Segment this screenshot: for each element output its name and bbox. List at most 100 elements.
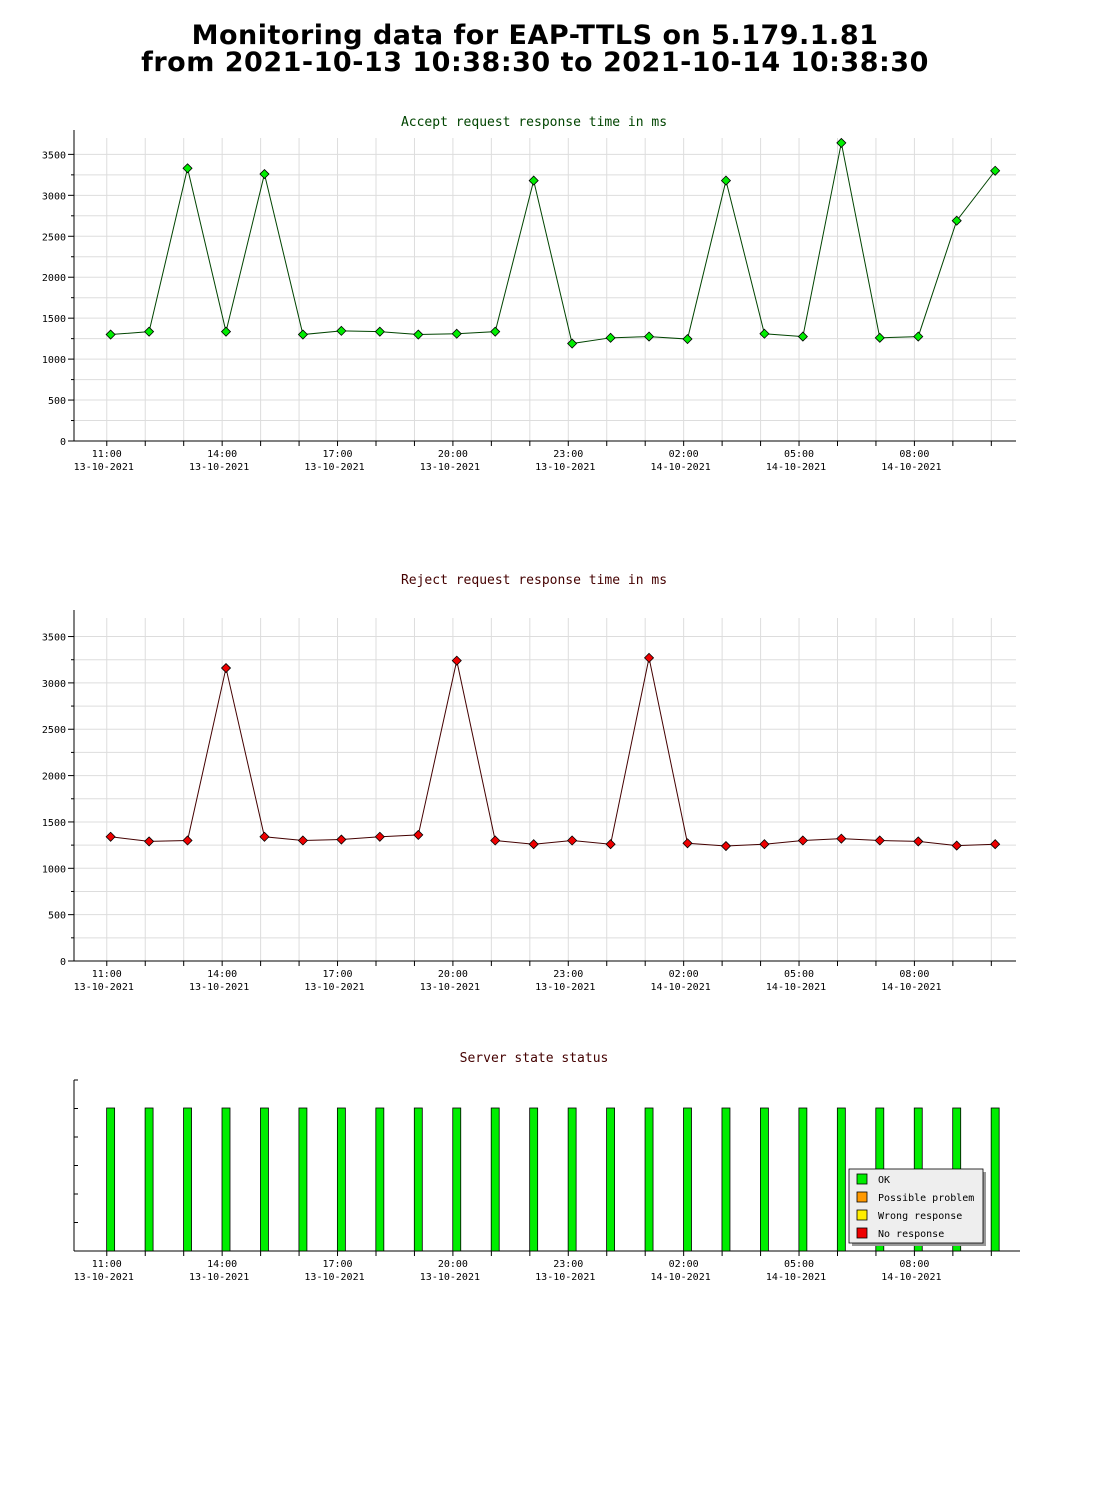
data-point <box>990 839 1001 850</box>
data-point <box>105 329 116 340</box>
y-tick-label: 3000 <box>42 679 66 690</box>
data-point <box>528 839 539 850</box>
x-tick-label-time: 14:00 <box>207 1259 237 1270</box>
chart-title: Server state status <box>460 1051 609 1066</box>
data-point <box>797 331 808 342</box>
x-tick-label-date: 13-10-2021 <box>189 982 249 993</box>
x-tick-label-date: 13-10-2021 <box>535 462 595 473</box>
legend-label: Possible problem <box>878 1193 974 1204</box>
data-point <box>797 835 808 846</box>
data-point <box>297 329 308 340</box>
accept-response-time-chart: Accept request response time in ms 0 500 10… <box>42 115 1016 473</box>
x-tick-label-time: 17:00 <box>322 449 352 460</box>
data-point <box>951 840 962 851</box>
x-tick-label-time: 02:00 <box>669 1259 699 1270</box>
y-tick-label: 500 <box>48 911 66 922</box>
data-point <box>682 838 693 849</box>
x-tick-label-time: 23:00 <box>553 449 583 460</box>
x-tick-label-time: 05:00 <box>784 969 814 980</box>
y-tick-label: 2000 <box>42 772 66 783</box>
legend-label: No response <box>878 1229 944 1240</box>
x-tick-label-time: 08:00 <box>899 1259 929 1270</box>
x-tick-label-date: 13-10-2021 <box>189 1272 249 1283</box>
y-tick-label: 2000 <box>42 273 66 284</box>
x-tick-label-time: 08:00 <box>899 449 929 460</box>
y-tick-label: 0 <box>60 437 66 448</box>
data-point <box>720 840 732 852</box>
legend-label: Wrong response <box>878 1211 962 1222</box>
x-tick-label-date: 14-10-2021 <box>651 462 711 473</box>
x-tick-label-time: 11:00 <box>92 1259 122 1270</box>
chart-title: Reject request response time in ms <box>401 573 667 588</box>
data-point <box>990 165 1001 176</box>
y-tick-label: 3500 <box>42 150 66 161</box>
y-tick-label: 0 <box>60 957 66 968</box>
x-tick-label-date: 13-10-2021 <box>304 982 364 993</box>
data-point <box>259 831 270 842</box>
status-bar <box>529 1107 539 1252</box>
x-tick-label-date: 14-10-2021 <box>881 1272 941 1283</box>
x-tick-label-time: 11:00 <box>92 969 122 980</box>
data-point <box>759 328 770 339</box>
legend-swatch <box>856 1173 868 1185</box>
data-point <box>643 652 655 663</box>
x-tick-label-date: 13-10-2021 <box>304 462 364 473</box>
data-point <box>874 332 885 343</box>
data-point <box>913 836 924 847</box>
data-point <box>297 835 308 846</box>
x-tick-label-date: 13-10-2021 <box>304 1272 364 1283</box>
y-tick-label: 2500 <box>42 232 66 243</box>
server-state-status-chart: Server state status 11:00 13-10-2021 14:00 1… <box>73 1051 1020 1283</box>
x-tick-label-date: 13-10-2021 <box>420 982 480 993</box>
x-tick-label-date: 13-10-2021 <box>74 1272 134 1283</box>
y-tick-label: 500 <box>48 396 66 407</box>
y-tick-label: 3000 <box>42 191 66 202</box>
x-tick-label-time: 02:00 <box>669 969 699 980</box>
x-tick-label-time: 23:00 <box>553 1259 583 1270</box>
x-tick-label-date: 13-10-2021 <box>189 462 249 473</box>
x-tick-label-date: 13-10-2021 <box>535 982 595 993</box>
x-tick-label-date: 14-10-2021 <box>766 1272 826 1283</box>
data-point <box>567 338 578 349</box>
status-bar <box>606 1107 615 1252</box>
data-point <box>682 333 693 345</box>
status-bar <box>836 1107 846 1252</box>
data-point <box>182 835 193 846</box>
data-point <box>643 331 655 342</box>
x-tick-label-date: 13-10-2021 <box>74 462 134 473</box>
data-point <box>874 835 885 846</box>
x-tick-label-time: 20:00 <box>438 449 468 460</box>
y-tick-label: 1500 <box>42 818 66 829</box>
legend-swatch <box>856 1209 868 1221</box>
data-point <box>374 326 385 337</box>
x-tick-label-date: 14-10-2021 <box>881 462 941 473</box>
y-tick-label: 3500 <box>42 633 66 644</box>
data-point <box>836 833 847 844</box>
data-point <box>220 326 232 337</box>
data-point <box>451 655 462 666</box>
chart-title: Accept request response time in ms <box>401 115 667 130</box>
y-tick-label: 1500 <box>42 314 66 325</box>
y-tick-label: 2500 <box>42 725 66 736</box>
legend <box>848 1168 984 1244</box>
x-tick-label-date: 13-10-2021 <box>420 1272 480 1283</box>
status-bar <box>683 1107 692 1252</box>
data-point <box>105 831 116 842</box>
legend-label: OK <box>878 1175 890 1186</box>
x-tick-label-time: 11:00 <box>92 449 122 460</box>
x-tick-label-time: 23:00 <box>553 969 583 980</box>
x-tick-label-date: 14-10-2021 <box>651 1272 711 1283</box>
page-title-line-1: Monitoring data for EAP-TTLS on 5.179.1.… <box>191 20 879 51</box>
x-tick-label-time: 20:00 <box>438 1259 468 1270</box>
x-tick-label-time: 17:00 <box>322 1259 352 1270</box>
status-bar <box>298 1107 308 1252</box>
status-bar <box>990 1107 1000 1252</box>
x-tick-label-time: 02:00 <box>669 449 699 460</box>
x-tick-label-date: 13-10-2021 <box>74 982 134 993</box>
reject-response-time-chart: Reject request response time in ms 0 500 10… <box>42 573 1016 993</box>
status-bar <box>413 1107 423 1252</box>
data-point <box>605 839 616 850</box>
data-point <box>913 331 924 342</box>
data-point <box>182 163 193 174</box>
data-point <box>144 836 155 847</box>
